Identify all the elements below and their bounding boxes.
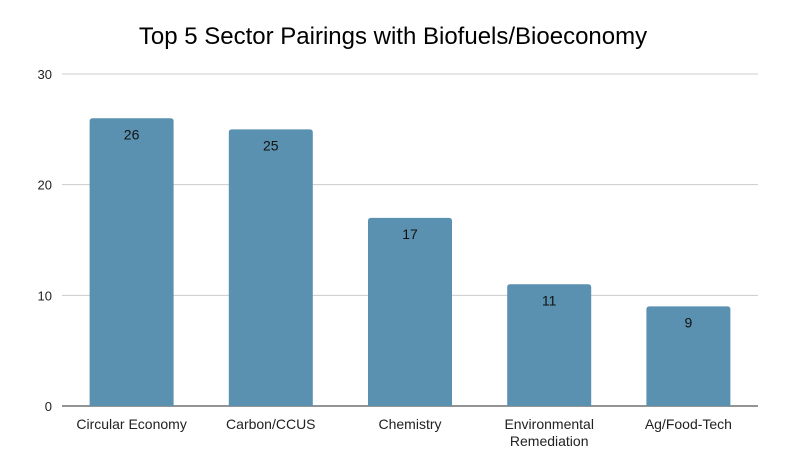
data-label: 9 [685,314,693,330]
x-tick-label: Carbon/CCUS [226,416,315,432]
labels-layer: 26 Circular Economy 25 Carbon/CCUS 17 Chemist… [76,126,732,449]
bar [89,118,174,407]
x-tick-label-line: Carbon/CCUS [226,416,315,432]
data-label: 25 [263,137,279,153]
bar [368,217,452,406]
data-label: 11 [542,292,557,308]
bars-layer [89,118,731,407]
x-tick-label-line: Remediation [510,433,589,449]
data-label: 26 [124,126,140,142]
x-tick-label-line: Ag/Food-Tech [645,416,732,432]
bar [507,284,592,406]
chart-title: Top 5 Sector Pairings with Biofuels/Bioe… [139,23,647,50]
x-tick-label: Ag/Food-Tech [645,416,732,432]
y-tick-label: 10 [38,288,52,303]
x-tick-label: Chemistry [378,416,441,432]
x-tick-label-line: Environmental [504,416,594,432]
y-tick-label: 30 [38,67,52,82]
x-tick-label-line: Chemistry [378,416,441,432]
x-tick-label: Environmental Remediation [504,416,594,449]
x-tick-label-line: Circular Economy [76,416,186,432]
data-label: 17 [402,226,418,242]
y-tick-label: 0 [45,399,52,414]
y-tick-label: 20 [38,178,52,193]
bar [646,306,731,406]
x-tick-label: Circular Economy [76,416,186,432]
bar [228,129,313,407]
